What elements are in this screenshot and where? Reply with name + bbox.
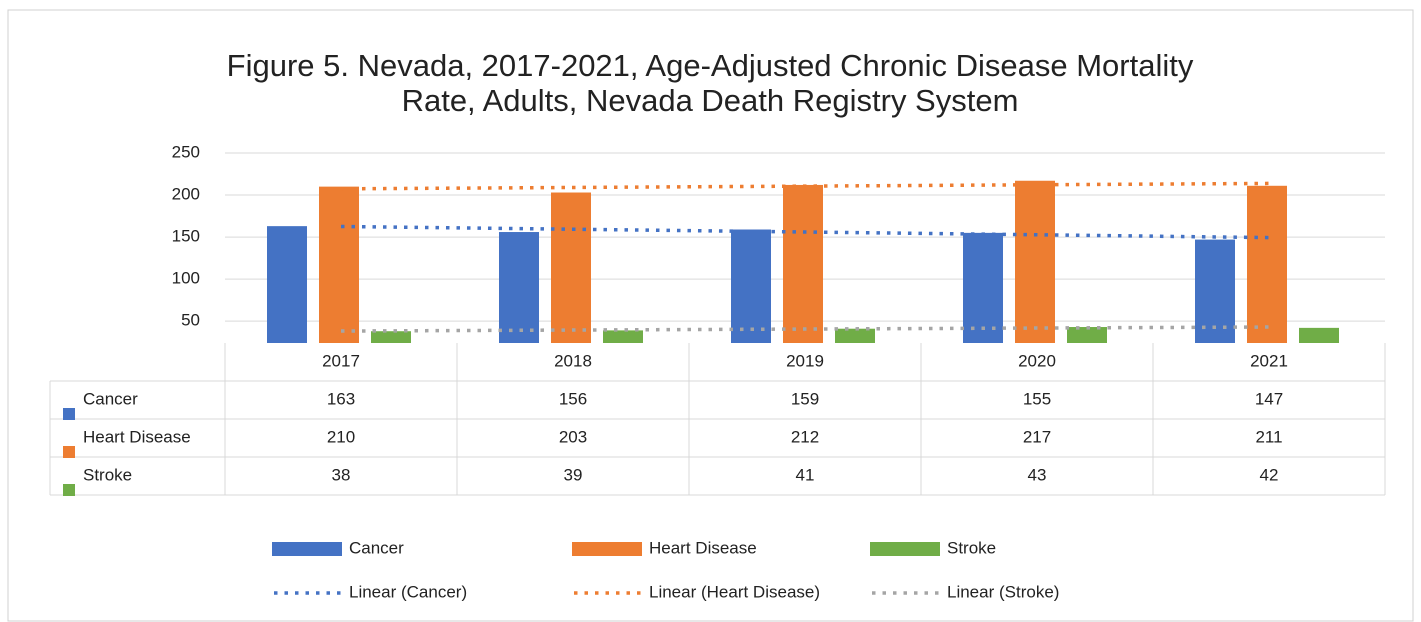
trendline xyxy=(340,224,1270,240)
legend-label: Stroke xyxy=(947,538,996,557)
bar xyxy=(499,232,539,343)
bar xyxy=(603,330,643,343)
legend-label: Cancer xyxy=(349,538,404,557)
y-tick-label: 150 xyxy=(172,227,200,246)
table-cell: 217 xyxy=(1023,427,1051,446)
bar xyxy=(1015,180,1055,343)
x-tick-label: 2018 xyxy=(554,351,592,370)
table-cell: 41 xyxy=(796,465,815,484)
legend-label: Linear (Stroke) xyxy=(947,582,1059,601)
trendline xyxy=(340,325,1270,333)
legend-label: Heart Disease xyxy=(649,538,757,557)
table-row-label: Cancer xyxy=(83,389,138,408)
table-cell: 147 xyxy=(1255,389,1283,408)
table-cell: 38 xyxy=(332,465,351,484)
x-tick-label: 2017 xyxy=(322,351,360,370)
bar xyxy=(783,184,823,343)
table-cell: 155 xyxy=(1023,389,1051,408)
table-legend-key xyxy=(63,408,75,420)
chart-subtitle: Rate, Adults, Nevada Death Registry Syst… xyxy=(402,83,1019,118)
bar xyxy=(551,192,591,343)
table-row-label: Stroke xyxy=(83,465,132,484)
table-row-label: Heart Disease xyxy=(83,427,191,446)
legend-label: Linear (Cancer) xyxy=(349,582,467,601)
y-tick-label: 250 xyxy=(172,142,200,161)
bar xyxy=(1247,185,1287,343)
chart-title: Figure 5. Nevada, 2017-2021, Age-Adjuste… xyxy=(227,48,1194,83)
table-cell: 42 xyxy=(1260,465,1279,484)
table-cell: 163 xyxy=(327,389,355,408)
table-cell: 39 xyxy=(564,465,583,484)
table-cell: 212 xyxy=(791,427,819,446)
table-cell: 211 xyxy=(1255,427,1282,446)
x-tick-label: 2020 xyxy=(1018,351,1056,370)
bar xyxy=(731,229,771,343)
bar xyxy=(267,226,307,343)
y-tick-label: 200 xyxy=(172,185,200,204)
bar xyxy=(1067,327,1107,343)
y-tick-label: 50 xyxy=(181,311,200,330)
legend-key xyxy=(272,542,342,556)
bar xyxy=(1299,327,1339,343)
legend-key xyxy=(870,542,940,556)
bar xyxy=(963,232,1003,343)
x-tick-label: 2019 xyxy=(786,351,824,370)
x-tick-label: 2021 xyxy=(1250,351,1288,370)
table-cell: 156 xyxy=(559,389,587,408)
table-legend-key xyxy=(63,446,75,458)
bar xyxy=(371,331,411,343)
chart-frame xyxy=(7,9,1414,622)
table-cell: 159 xyxy=(791,389,819,408)
bar xyxy=(835,328,875,343)
table-cell: 43 xyxy=(1028,465,1047,484)
table-cell: 210 xyxy=(327,427,355,446)
table-cell: 203 xyxy=(559,427,587,446)
trendline xyxy=(340,181,1270,191)
y-tick-label: 100 xyxy=(172,269,200,288)
legend-key xyxy=(572,542,642,556)
legend-label: Linear (Heart Disease) xyxy=(649,582,820,601)
bar xyxy=(319,186,359,343)
table-legend-key xyxy=(63,484,75,496)
